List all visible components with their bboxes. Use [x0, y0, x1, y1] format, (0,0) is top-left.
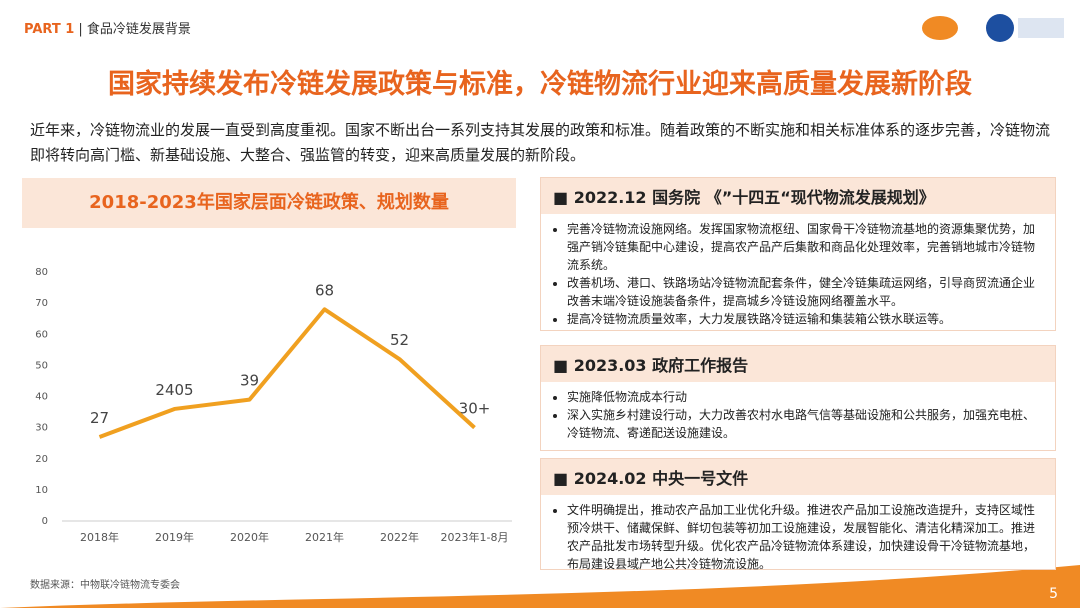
page-number: 5 [1049, 586, 1058, 602]
data-label: 30+ [459, 400, 491, 418]
x-tick-label: 2022年 [380, 530, 419, 544]
data-label: 68 [315, 281, 334, 299]
x-tick-label: 2023年1-8月 [441, 530, 509, 544]
x-tick-label: 2018年 [80, 530, 119, 544]
x-tick-label: 2021年 [305, 530, 344, 544]
policy-panel: ■ 2022.12 国务院 《”十四五“现代物流发展规划》完善冷链物流设施网络。… [540, 177, 1056, 331]
part: PART 1 [24, 22, 75, 37]
y-tick-label: 80 [35, 267, 48, 278]
bullet-icon: ■ [553, 188, 574, 207]
data-label: 52 [390, 331, 409, 349]
bullet-icon: ■ [553, 469, 574, 488]
bullet-list: 完善冷链物流设施网络。发挥国家物流枢纽、国家骨干冷链物流基地的资源集聚优势，加强… [541, 220, 1055, 328]
y-tick-label: 30 [35, 423, 48, 434]
section: 食品冷链发展背景 [86, 22, 191, 37]
bullet: 实施降低物流成本行动 [567, 388, 1037, 406]
policy-panel: ■ 2023.03 政府工作报告实施降低物流成本行动深入实施乡村建设行动，大力改… [540, 345, 1056, 451]
y-tick-label: 20 [35, 454, 48, 465]
bullet: 完善冷链物流设施网络。发挥国家物流枢纽、国家骨干冷链物流基地的资源集聚优势，加强… [567, 220, 1037, 274]
y-tick-label: 0 [42, 516, 48, 527]
bullet-list: 实施降低物流成本行动深入实施乡村建设行动，大力改善农村水电路气信等基础设施和公共… [541, 388, 1055, 442]
footer-wave [0, 565, 1080, 608]
panel-heading: ■ 2022.12 国务院 《”十四五“现代物流发展规划》 [541, 178, 1055, 214]
data-label: 39 [240, 372, 259, 390]
y-tick-label: 60 [35, 329, 48, 340]
bullet: 改善机场、港口、铁路场站冷链物流配套条件，健全冷链集疏运网络，引导商贸流通企业改… [567, 274, 1037, 310]
bullet-icon: ■ [553, 356, 574, 375]
bullet: 提高冷链物流质量效率，大力发展铁路冷链运输和集装箱公铁水联运等。 [567, 310, 1037, 328]
y-tick-label: 10 [35, 485, 48, 496]
slide-title: 国家持续发布冷链发展政策与标准，冷链物流行业迎来高质量发展新阶段 [108, 69, 972, 100]
heading-text: 2022.12 国务院 《”十四五“现代物流发展规划》 [573, 188, 935, 207]
header: PART 1 | 食品冷链发展背景 [24, 22, 191, 37]
bullet: 文件明确提出，推动农产品加工业优化升级。推进农产品加工设施改造提升，支持区域性预… [567, 501, 1037, 573]
source: 数据来源：中物联冷链物流专委会 [30, 580, 180, 591]
line [98, 307, 476, 439]
chart: 0 10 20 30 40 50 60 70 80 2018年 27 2019年 2405 2020年 39… [35, 267, 512, 544]
panel-heading: ■ 2024.02 中央一号文件 [541, 459, 1055, 495]
heading-text: 2023.03 政府工作报告 [573, 356, 749, 375]
data-label: 2405 [155, 381, 193, 399]
y-tick-label: 70 [35, 298, 48, 309]
intro: 近年来，冷链物流业的发展一直受到高度重视。国家不断出台一系列支持其发展的政策和标… [30, 121, 1051, 164]
chart-title: 2018-2023年国家层面冷链政策、规划数量 [22, 178, 516, 228]
x-tick-label: 2020年 [230, 530, 269, 544]
data-label: 27 [90, 409, 109, 427]
policy-panel: ■ 2024.02 中央一号文件文件明确提出，推动农产品加工业优化升级。推进农产… [540, 458, 1056, 573]
bullet: 深入实施乡村建设行动，大力改善农村水电路气信等基础设施和公共服务，加强充电桩、冷… [567, 406, 1037, 442]
y-tick-label: 40 [35, 392, 48, 403]
logos [922, 14, 1064, 42]
y-tick-label: 50 [35, 360, 48, 371]
x-tick-label: 2019年 [155, 530, 194, 544]
bullet-list: 文件明确提出，推动农产品加工业优化升级。推进农产品加工设施改造提升，支持区域性预… [541, 501, 1055, 573]
panel-heading: ■ 2023.03 政府工作报告 [541, 346, 1055, 382]
heading-text: 2024.02 中央一号文件 [573, 469, 749, 488]
